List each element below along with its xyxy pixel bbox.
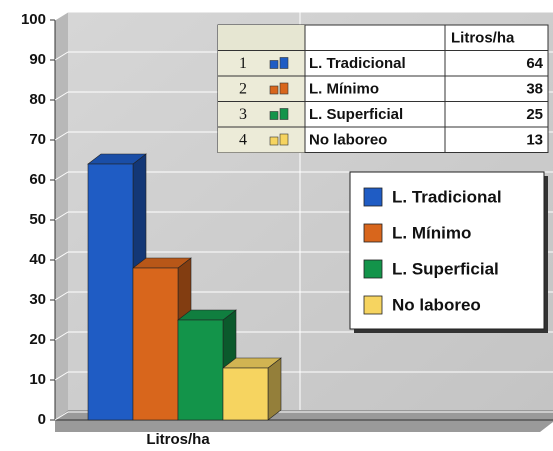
grid-line	[54, 171, 69, 181]
table-series-name: L. Superficial	[309, 106, 403, 123]
grid-line	[54, 291, 69, 301]
grid-line	[54, 131, 69, 141]
bar-front	[87, 163, 134, 421]
grid-line	[54, 371, 69, 381]
bar-front	[222, 367, 269, 421]
table-icon	[269, 60, 279, 69]
y-tick-label: 90	[29, 51, 46, 68]
bar-front	[132, 267, 179, 421]
x-tick-label: Litros/ha	[146, 431, 210, 448]
table-icon	[279, 133, 289, 146]
table-icon	[279, 108, 289, 120]
legend-swatch	[363, 223, 383, 243]
legend-swatch	[363, 259, 383, 279]
legend-label: No laboreo	[392, 295, 481, 314]
bar-side	[267, 357, 282, 421]
table-icon	[269, 111, 279, 120]
table-value: 64	[526, 55, 543, 72]
grid-line	[54, 91, 69, 101]
legend-label: L. Tradicional	[392, 187, 502, 206]
table-row-number: 1	[239, 55, 247, 72]
legend-label: L. Superficial	[392, 259, 499, 278]
y-tick-label: 10	[29, 371, 46, 388]
y-tick-label: 100	[21, 11, 46, 28]
y-tick-label: 70	[29, 131, 46, 148]
grid-line	[54, 51, 69, 61]
legend-label: L. Mínimo	[392, 223, 471, 242]
table-corner	[218, 25, 305, 51]
bar	[222, 357, 282, 421]
table-icon	[269, 136, 279, 146]
grid-line	[54, 11, 69, 21]
y-tick-label: 60	[29, 171, 46, 188]
table-icon	[279, 82, 289, 95]
table-row-number: 3	[239, 106, 247, 123]
table-row-head	[218, 101, 305, 127]
table-value: 25	[526, 106, 543, 123]
y-tick-label: 30	[29, 291, 46, 308]
table-row-number: 4	[239, 131, 247, 148]
table-icon	[269, 85, 279, 95]
table-icon	[279, 57, 289, 69]
y-tick-label: 50	[29, 211, 46, 228]
table-row-head	[218, 127, 305, 153]
grid-line	[54, 251, 69, 261]
table-series-name: L. Mínimo	[309, 81, 379, 98]
table-value: 13	[526, 132, 543, 149]
y-tick-label: 40	[29, 251, 46, 268]
bar-front	[177, 319, 224, 421]
legend-swatch	[363, 187, 383, 207]
legend-swatch	[363, 295, 383, 315]
grid-line	[54, 331, 69, 341]
grid-line	[54, 211, 69, 221]
table-series-name: No laboreo	[309, 132, 387, 149]
table-series-name: L. Tradicional	[309, 55, 406, 72]
table-value: 38	[526, 81, 543, 98]
y-tick-label: 20	[29, 331, 46, 348]
table-row-head	[218, 76, 305, 102]
y-tick-label: 80	[29, 91, 46, 108]
y-tick-label: 0	[38, 411, 46, 428]
table-row-head	[218, 50, 305, 76]
table-header: Litros/ha	[451, 30, 515, 47]
grid-line	[54, 411, 69, 421]
table-row-number: 2	[239, 80, 247, 97]
